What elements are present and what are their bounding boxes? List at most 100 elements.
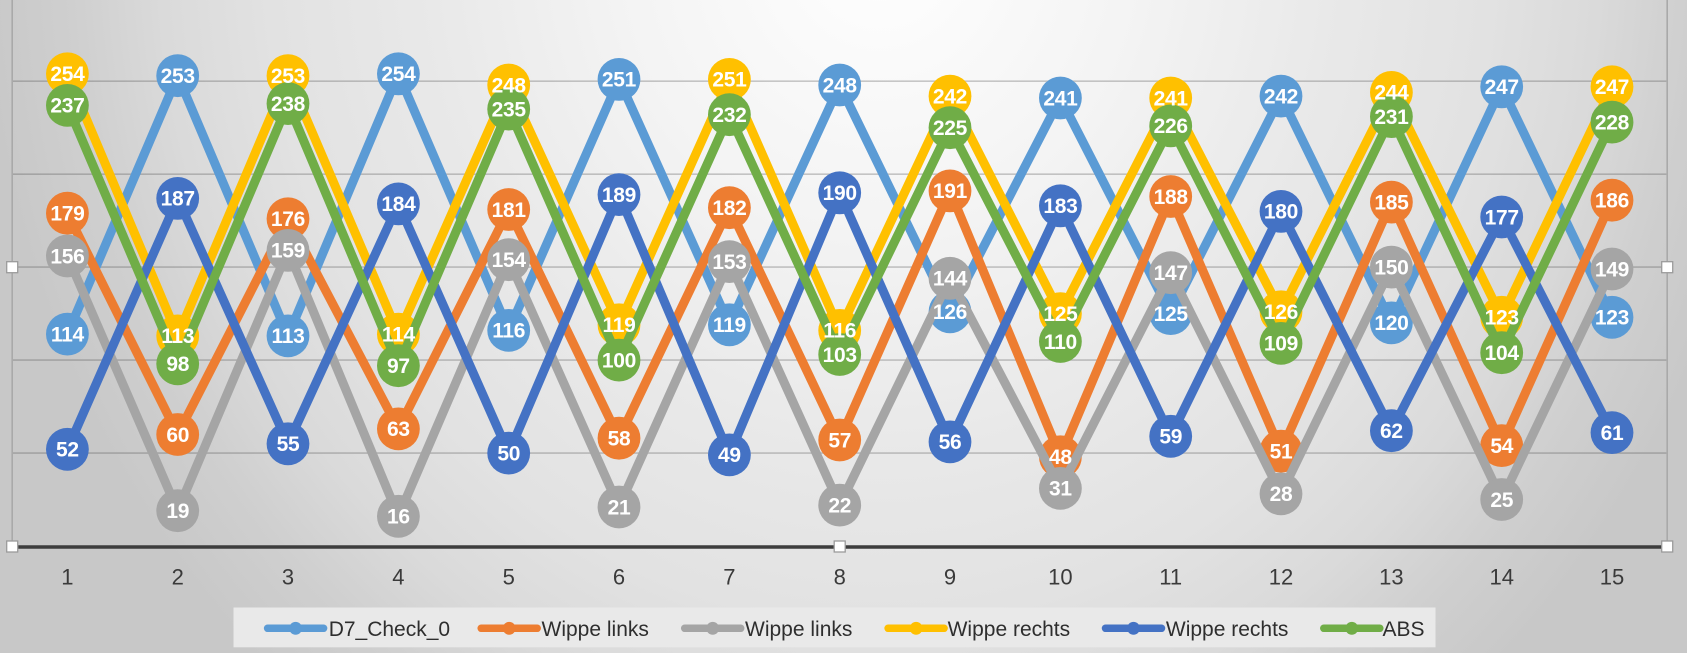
svg-text:4: 4 — [392, 565, 404, 590]
svg-text:232: 232 — [712, 104, 746, 127]
svg-text:15: 15 — [1600, 565, 1624, 590]
svg-text:103: 103 — [823, 344, 857, 367]
svg-text:114: 114 — [51, 323, 85, 346]
svg-text:253: 253 — [271, 65, 305, 88]
svg-text:57: 57 — [828, 429, 851, 452]
svg-text:D7_Check_0: D7_Check_0 — [329, 618, 450, 641]
svg-text:186: 186 — [1595, 190, 1629, 213]
svg-text:8: 8 — [834, 565, 846, 590]
svg-text:9: 9 — [944, 565, 956, 590]
svg-text:113: 113 — [161, 325, 194, 348]
svg-text:248: 248 — [492, 74, 527, 97]
svg-text:51: 51 — [1270, 441, 1293, 464]
svg-text:14: 14 — [1489, 565, 1513, 590]
svg-text:238: 238 — [271, 93, 306, 116]
svg-text:241: 241 — [1043, 87, 1078, 110]
svg-text:147: 147 — [1154, 262, 1188, 285]
svg-text:153: 153 — [712, 251, 746, 274]
svg-text:119: 119 — [713, 314, 746, 337]
svg-text:154: 154 — [492, 249, 527, 272]
svg-text:231: 231 — [1374, 106, 1409, 129]
svg-text:182: 182 — [712, 197, 746, 220]
svg-text:244: 244 — [1374, 82, 1409, 105]
svg-text:149: 149 — [1595, 258, 1629, 281]
svg-text:190: 190 — [823, 182, 857, 205]
svg-text:13: 13 — [1379, 565, 1403, 590]
svg-text:248: 248 — [823, 74, 858, 97]
svg-text:19: 19 — [166, 500, 189, 523]
svg-text:1: 1 — [61, 565, 73, 590]
svg-text:156: 156 — [50, 245, 84, 268]
svg-text:25: 25 — [1490, 489, 1513, 512]
svg-text:242: 242 — [933, 85, 967, 108]
svg-text:126: 126 — [933, 301, 967, 324]
svg-text:188: 188 — [1154, 186, 1189, 209]
svg-text:184: 184 — [381, 193, 416, 216]
svg-text:63: 63 — [387, 418, 410, 441]
svg-text:110: 110 — [1044, 331, 1077, 354]
svg-text:31: 31 — [1049, 478, 1072, 501]
svg-text:177: 177 — [1485, 206, 1519, 229]
svg-text:253: 253 — [161, 65, 195, 88]
svg-text:56: 56 — [939, 431, 962, 454]
svg-text:55: 55 — [277, 433, 300, 456]
svg-text:123: 123 — [1595, 307, 1629, 330]
svg-text:10: 10 — [1048, 565, 1072, 590]
svg-text:Wippe links: Wippe links — [745, 618, 852, 641]
svg-text:125: 125 — [1043, 303, 1078, 326]
svg-text:ABS: ABS — [1383, 618, 1425, 641]
svg-text:189: 189 — [602, 184, 636, 207]
svg-text:126: 126 — [1264, 301, 1298, 324]
svg-text:241: 241 — [1154, 87, 1189, 110]
svg-text:179: 179 — [50, 203, 84, 226]
svg-text:50: 50 — [497, 442, 520, 465]
svg-text:5: 5 — [503, 565, 515, 590]
svg-text:100: 100 — [602, 349, 636, 372]
svg-text:120: 120 — [1374, 312, 1408, 335]
svg-text:247: 247 — [1485, 76, 1519, 99]
svg-text:104: 104 — [1485, 342, 1520, 365]
svg-text:114: 114 — [382, 323, 416, 346]
svg-text:54: 54 — [1490, 435, 1513, 458]
svg-text:2: 2 — [172, 565, 184, 590]
svg-text:58: 58 — [608, 428, 631, 451]
svg-text:3: 3 — [282, 565, 294, 590]
svg-text:176: 176 — [271, 208, 305, 231]
svg-text:28: 28 — [1270, 483, 1293, 506]
svg-text:185: 185 — [1374, 191, 1409, 214]
svg-text:251: 251 — [712, 69, 747, 92]
svg-text:Wippe rechts: Wippe rechts — [948, 618, 1071, 641]
svg-text:150: 150 — [1374, 256, 1408, 279]
svg-text:Wippe links: Wippe links — [542, 618, 649, 641]
svg-text:21: 21 — [608, 496, 631, 519]
svg-text:48: 48 — [1049, 446, 1072, 469]
svg-text:49: 49 — [718, 444, 741, 467]
svg-text:6: 6 — [613, 565, 625, 590]
svg-text:225: 225 — [933, 117, 968, 140]
svg-text:228: 228 — [1595, 111, 1630, 134]
svg-text:144: 144 — [933, 268, 968, 291]
svg-text:191: 191 — [933, 180, 968, 203]
svg-text:242: 242 — [1264, 85, 1298, 108]
svg-text:187: 187 — [161, 188, 195, 211]
svg-text:98: 98 — [166, 353, 189, 376]
svg-text:97: 97 — [387, 355, 410, 378]
svg-text:116: 116 — [823, 320, 856, 343]
svg-text:125: 125 — [1154, 303, 1189, 326]
svg-text:183: 183 — [1043, 195, 1077, 218]
svg-text:12: 12 — [1269, 565, 1293, 590]
svg-text:251: 251 — [602, 69, 637, 92]
svg-text:11: 11 — [1159, 565, 1182, 590]
svg-text:62: 62 — [1380, 420, 1403, 443]
svg-text:235: 235 — [492, 98, 527, 121]
svg-text:123: 123 — [1485, 307, 1519, 330]
svg-text:7: 7 — [723, 565, 735, 590]
svg-text:60: 60 — [166, 424, 189, 447]
svg-text:113: 113 — [272, 325, 305, 348]
svg-text:226: 226 — [1154, 115, 1188, 138]
svg-text:159: 159 — [271, 240, 305, 263]
svg-text:180: 180 — [1264, 201, 1298, 224]
svg-text:181: 181 — [492, 199, 527, 222]
svg-text:237: 237 — [50, 95, 84, 118]
svg-text:119: 119 — [603, 314, 636, 337]
